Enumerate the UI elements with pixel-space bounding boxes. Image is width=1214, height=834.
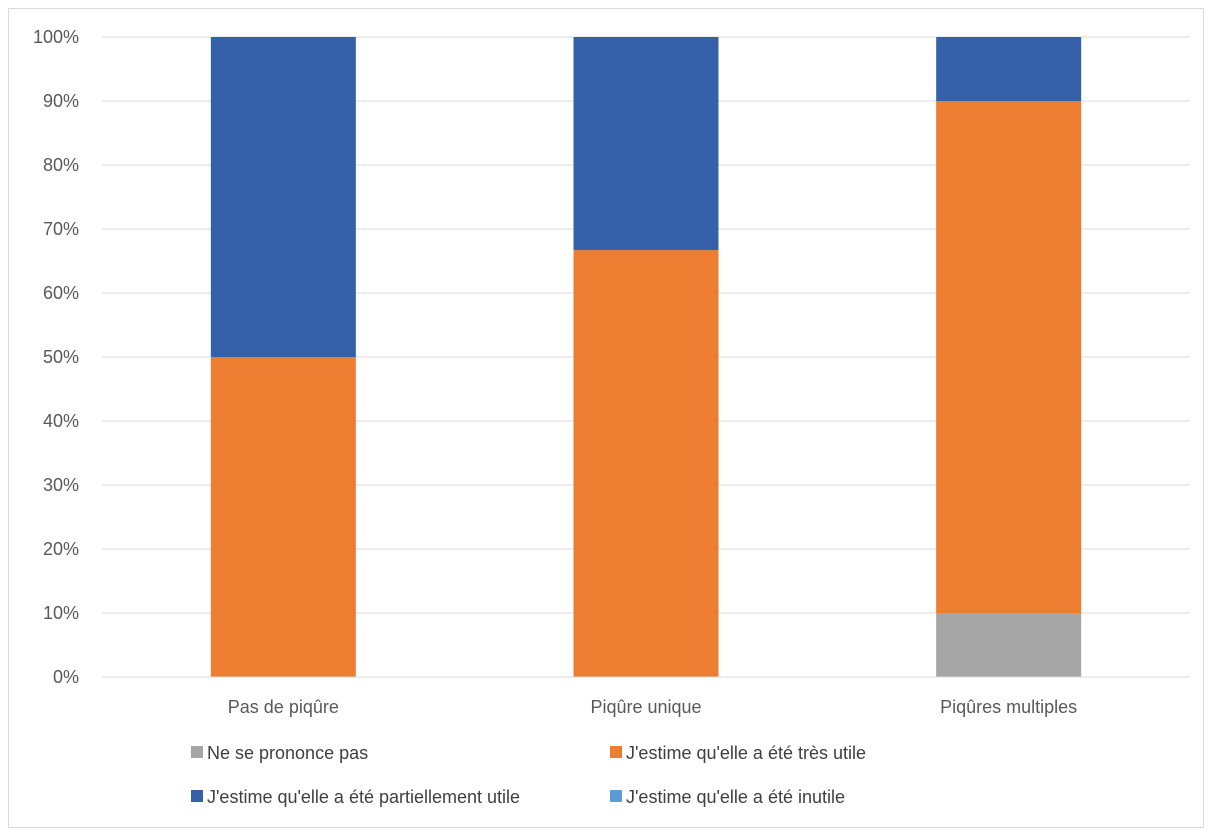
y-tick-label: 70% bbox=[43, 219, 79, 239]
bar-segment bbox=[936, 37, 1082, 101]
x-axis-tick-labels: Pas de piqûre Piqûre unique Piqûres multip… bbox=[228, 697, 1077, 717]
legend-label: Ne se prononce pas bbox=[207, 743, 368, 763]
y-tick-label: 0% bbox=[53, 667, 79, 687]
bars bbox=[210, 37, 1082, 677]
y-tick-label: 50% bbox=[43, 347, 79, 367]
legend-label: J'estime qu'elle a été très utile bbox=[626, 743, 866, 763]
legend-label: J'estime qu'elle a été partiellement uti… bbox=[207, 787, 520, 807]
y-tick-label: 100% bbox=[33, 27, 79, 47]
bar-segment bbox=[573, 37, 719, 251]
x-tick-label: Piqûres multiples bbox=[940, 697, 1077, 717]
x-tick-label: Piqûre unique bbox=[590, 697, 701, 717]
y-tick-label: 90% bbox=[43, 91, 79, 111]
legend-swatch bbox=[610, 790, 622, 802]
y-axis-tick-labels: 0% 10% 20% 30% 40% 50% 60% 70% 80% 90% 100% bbox=[33, 27, 79, 687]
y-tick-label: 30% bbox=[43, 475, 79, 495]
y-tick-label: 20% bbox=[43, 539, 79, 559]
legend: Ne se prononce pas J'estime qu'elle a été… bbox=[191, 743, 866, 807]
y-tick-label: 40% bbox=[43, 411, 79, 431]
y-tick-label: 10% bbox=[43, 603, 79, 623]
bar-segment bbox=[936, 101, 1082, 613]
legend-swatch bbox=[610, 746, 622, 758]
legend-swatch bbox=[191, 790, 203, 802]
bar-segment bbox=[210, 357, 356, 677]
y-tick-label: 80% bbox=[43, 155, 79, 175]
bar-segment bbox=[210, 37, 356, 357]
legend-label: J'estime qu'elle a été inutile bbox=[626, 787, 845, 807]
bar-segment bbox=[936, 613, 1082, 677]
y-tick-label: 60% bbox=[43, 283, 79, 303]
x-tick-label: Pas de piqûre bbox=[228, 697, 339, 717]
legend-swatch bbox=[191, 746, 203, 758]
bar-segment bbox=[573, 250, 719, 677]
